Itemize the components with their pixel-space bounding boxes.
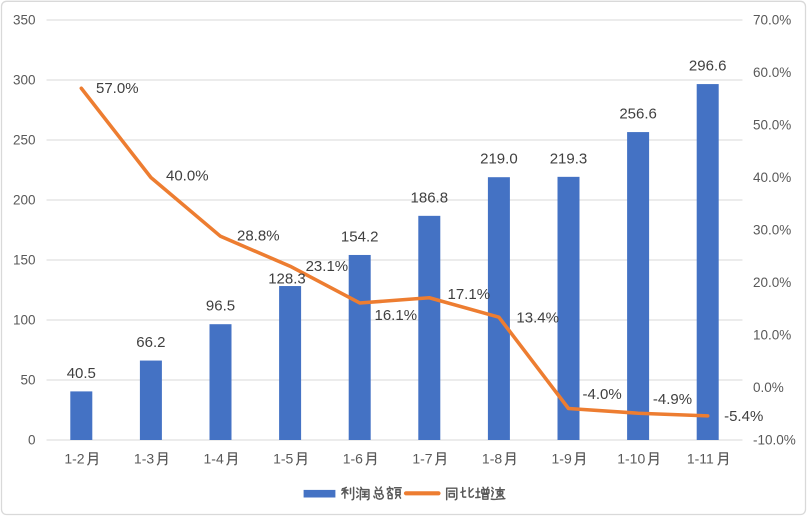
svg-text:10.0%: 10.0% <box>753 327 791 342</box>
svg-text:1-6: 1-6 <box>343 451 363 467</box>
svg-text:30.0%: 30.0% <box>753 222 791 237</box>
svg-text:1-5: 1-5 <box>273 451 293 467</box>
svg-text:96.5: 96.5 <box>206 298 235 315</box>
svg-text:219.3: 219.3 <box>550 150 588 167</box>
svg-text:250: 250 <box>13 132 36 147</box>
svg-text:-5.4%: -5.4% <box>724 408 763 425</box>
svg-text:1-4: 1-4 <box>204 451 224 467</box>
svg-text:256.6: 256.6 <box>619 106 657 123</box>
svg-text:13.4%: 13.4% <box>516 310 559 327</box>
svg-text:-4.9%: -4.9% <box>653 391 692 408</box>
svg-text:20.0%: 20.0% <box>753 275 791 290</box>
svg-text:300: 300 <box>13 72 36 87</box>
svg-text:50: 50 <box>20 372 35 387</box>
svg-text:219.0: 219.0 <box>480 151 518 168</box>
svg-text:0: 0 <box>28 432 36 447</box>
svg-text:350: 350 <box>13 12 36 27</box>
svg-text:154.2: 154.2 <box>341 228 379 245</box>
svg-text:1-8: 1-8 <box>482 451 502 467</box>
svg-text:296.6: 296.6 <box>689 58 727 75</box>
svg-text:40.0%: 40.0% <box>753 170 791 185</box>
svg-text:128.3: 128.3 <box>268 271 306 288</box>
svg-text:60.0%: 60.0% <box>753 65 791 80</box>
svg-text:16.1%: 16.1% <box>375 307 418 324</box>
svg-text:1-10: 1-10 <box>617 451 645 467</box>
svg-text:57.0%: 57.0% <box>96 80 139 97</box>
svg-text:150: 150 <box>13 252 36 267</box>
svg-text:-10.0%: -10.0% <box>753 432 796 447</box>
svg-text:28.8%: 28.8% <box>237 228 280 245</box>
svg-text:70.0%: 70.0% <box>753 12 791 27</box>
svg-text:186.8: 186.8 <box>411 189 449 206</box>
svg-text:40.5: 40.5 <box>67 365 96 382</box>
svg-text:1-2: 1-2 <box>64 451 84 467</box>
svg-text:66.2: 66.2 <box>136 334 165 351</box>
svg-text:40.0%: 40.0% <box>166 167 209 184</box>
svg-text:1-11: 1-11 <box>687 451 714 467</box>
svg-text:200: 200 <box>13 192 36 207</box>
svg-text:1-7: 1-7 <box>412 451 432 467</box>
svg-text:-4.0%: -4.0% <box>583 386 622 403</box>
svg-text:50.0%: 50.0% <box>753 117 791 132</box>
svg-text:100: 100 <box>13 312 36 327</box>
svg-text:1-3: 1-3 <box>134 451 154 467</box>
svg-text:17.1%: 17.1% <box>448 286 491 303</box>
svg-text:1-9: 1-9 <box>552 451 572 467</box>
svg-text:0.0%: 0.0% <box>753 380 784 395</box>
svg-text:23.1%: 23.1% <box>306 258 349 275</box>
